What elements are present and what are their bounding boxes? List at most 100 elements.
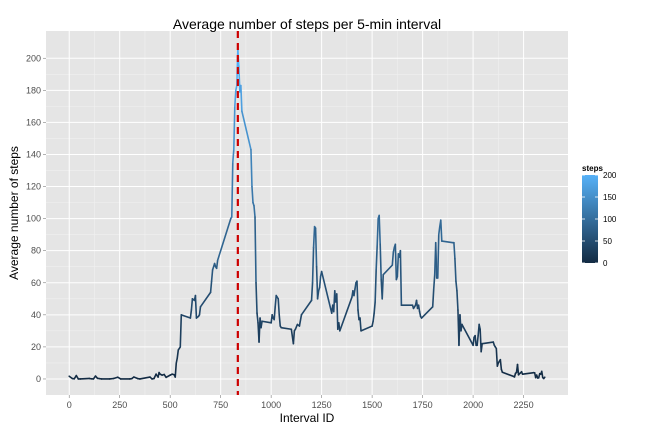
series-segment	[480, 342, 483, 353]
legend-tick-label: 0	[603, 259, 608, 268]
series-segment	[176, 349, 180, 359]
series-segment	[314, 227, 318, 268]
series-segment	[179, 314, 183, 348]
x-tick-label: 0	[67, 400, 72, 410]
grid-major-lines	[46, 31, 568, 395]
y-tick-label: 80	[31, 246, 41, 256]
series-segment	[396, 253, 400, 278]
series-segment	[190, 297, 194, 311]
y-tick-label: 60	[31, 278, 41, 288]
series-segment	[501, 371, 515, 378]
y-tick-label: 20	[31, 342, 41, 352]
legend-tick-label: 200	[603, 171, 617, 180]
series-segment	[230, 161, 234, 218]
series-segment	[456, 289, 459, 311]
series-segment	[318, 275, 322, 289]
series-segment	[495, 347, 499, 367]
legend-ticks: 0 50 100 150 200	[582, 171, 617, 268]
series-segment	[320, 270, 333, 315]
x-tick-label: 1750	[413, 400, 433, 410]
series-segment	[254, 216, 257, 284]
legend-colorbar	[582, 175, 598, 263]
series-segment	[298, 314, 303, 327]
series-segment	[360, 325, 373, 332]
color-legend: steps 0 50 100 150 200	[582, 164, 617, 268]
series-segment	[455, 280, 458, 292]
series-segment	[315, 265, 319, 300]
series-segment	[210, 269, 214, 282]
series-segment	[250, 148, 253, 188]
series-segment	[499, 358, 503, 371]
series-segment	[278, 314, 282, 327]
series-segment	[476, 334, 479, 347]
series-segment	[418, 310, 422, 318]
series-segment	[174, 362, 178, 378]
series-segment	[215, 259, 219, 270]
series-segment	[260, 320, 263, 329]
series-segment	[255, 281, 258, 315]
y-tick-label: 140	[26, 149, 41, 159]
series-segment	[399, 249, 403, 307]
chart-title: Average number of steps per 5-min interv…	[173, 16, 441, 32]
series-segment	[432, 273, 436, 290]
series-segment	[139, 376, 151, 380]
series-segment	[354, 281, 357, 290]
legend-title: steps	[582, 164, 603, 173]
y-tick-label: 100	[26, 214, 41, 224]
series-segment	[238, 65, 241, 93]
series-segment	[180, 314, 192, 319]
y-tick-label: 0	[36, 374, 41, 384]
y-axis-title: Average number of steps	[7, 146, 21, 280]
y-tick-label: 180	[26, 85, 41, 95]
series-segment	[376, 217, 379, 247]
series-segment	[292, 330, 296, 345]
series-segment	[274, 294, 278, 308]
series-segment	[372, 312, 375, 323]
series-segment	[311, 246, 315, 284]
series-segment	[379, 243, 383, 281]
series-segment	[253, 204, 256, 218]
series-segment	[353, 288, 356, 297]
series-segment	[417, 304, 421, 313]
series-segment	[521, 371, 535, 375]
series-segment	[316, 289, 320, 300]
series-segment	[189, 309, 193, 319]
series-segment	[378, 214, 382, 246]
series-segment	[359, 317, 362, 332]
series-segment	[277, 297, 281, 316]
series-segment	[375, 245, 378, 271]
series-segment	[453, 241, 456, 260]
series-segment	[294, 323, 299, 331]
x-axis-ticks: 0 250 500 750 1000 1250 1500 1750 2000 2250	[67, 395, 534, 410]
x-tick-label: 750	[213, 400, 228, 410]
series-segment	[356, 280, 359, 311]
series-segment	[440, 240, 454, 244]
series-segment	[542, 376, 546, 380]
series-segment	[216, 217, 232, 262]
series-segment	[374, 269, 377, 303]
series-segment	[454, 257, 457, 282]
series-segment	[540, 370, 544, 379]
series-segment	[240, 84, 243, 112]
grid-minor-lines	[46, 31, 568, 395]
series-segment	[273, 306, 276, 321]
series-segment	[339, 296, 353, 332]
x-tick-label: 250	[112, 400, 127, 410]
series-segment	[335, 293, 339, 331]
series-segment	[420, 306, 434, 319]
series-segment	[280, 326, 293, 331]
series-segment	[431, 288, 435, 308]
x-axis-title: Interval ID	[280, 411, 335, 425]
series-segment	[199, 291, 212, 308]
series-segment	[437, 225, 441, 236]
series-segment	[251, 185, 254, 204]
series-segment	[382, 264, 394, 276]
legend-tick-label: 100	[603, 215, 617, 224]
y-tick-label: 160	[26, 117, 41, 127]
series-segment	[310, 281, 314, 302]
series-segment	[434, 241, 438, 279]
series-segment	[232, 105, 236, 151]
series-segment	[371, 320, 374, 327]
x-tick-label: 500	[163, 400, 178, 410]
